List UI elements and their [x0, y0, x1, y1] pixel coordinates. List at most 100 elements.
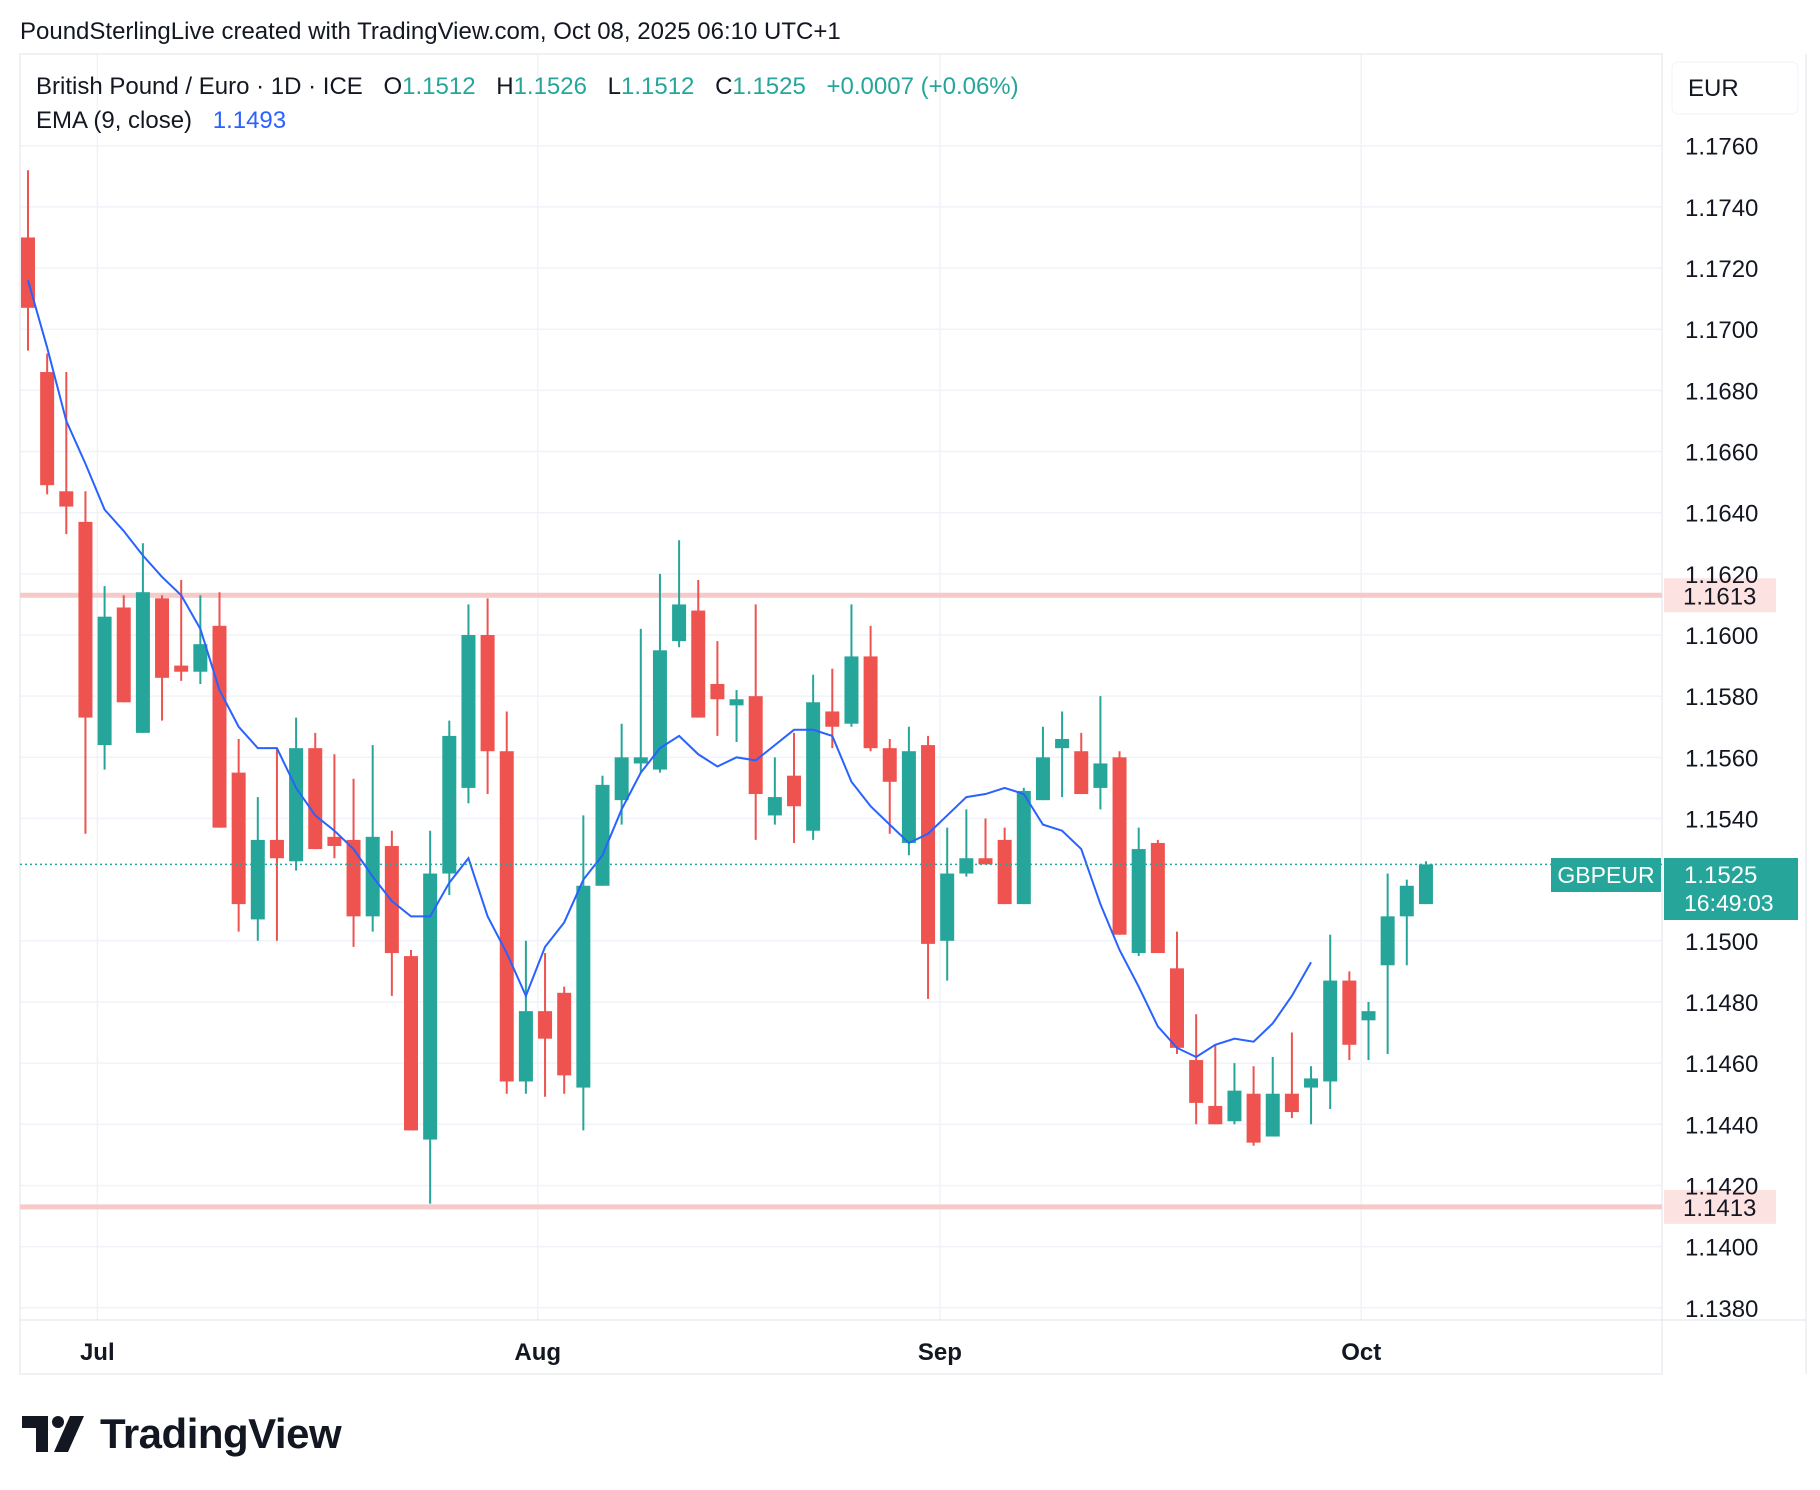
candle [595, 775, 610, 886]
candle-body [710, 683, 725, 700]
candle-body [538, 1011, 553, 1039]
candle-body [1189, 1060, 1204, 1103]
candle [997, 827, 1012, 905]
candle-body [1170, 968, 1184, 1048]
price-tick-label: 1.1760 [1685, 134, 1758, 161]
candle-body [97, 616, 112, 746]
horizontal-line-label: 1.1613 [1683, 583, 1756, 610]
candle [1074, 732, 1089, 795]
candle-body [1055, 738, 1070, 749]
candle [1170, 931, 1184, 1054]
candle [633, 628, 648, 773]
candle [78, 491, 93, 834]
open-value: 1.1512 [402, 73, 475, 100]
time-tick-label: Oct [1341, 1339, 1381, 1366]
candle [672, 540, 687, 648]
candle-body [767, 797, 782, 816]
time-tick-label: Aug [514, 1339, 561, 1366]
candle-body [174, 665, 189, 672]
candle [652, 573, 667, 773]
candle [844, 604, 859, 727]
candle-body [1304, 1078, 1319, 1088]
candle-body [1074, 751, 1089, 795]
candle-body [1246, 1093, 1261, 1143]
candle-body [40, 372, 55, 486]
ticker-label: GBPEUR [1557, 862, 1654, 888]
candle [384, 830, 399, 996]
legend-ohlc: British Pound / Euro · 1D · ICE O1.1512 … [36, 73, 1019, 100]
candle [59, 372, 74, 535]
candle [978, 818, 993, 865]
candle-body [748, 696, 763, 795]
candle [767, 757, 782, 825]
price-tick-label: 1.1500 [1685, 929, 1758, 956]
candle-body [595, 784, 610, 886]
candle [499, 711, 514, 1094]
price-tick-label: 1.1640 [1685, 501, 1758, 528]
candle-body [825, 711, 840, 727]
legend-ema[interactable]: EMA (9, close) 1.1493 [36, 107, 286, 134]
candle-body [1131, 849, 1146, 954]
price-tick-label: 1.1380 [1685, 1296, 1758, 1323]
candle-body [135, 592, 150, 733]
candle-body [959, 858, 974, 874]
candle-body [1035, 757, 1050, 801]
candle [135, 543, 150, 733]
plot-frame [19, 53, 1663, 1375]
price-tick-label: 1.1420 [1685, 1173, 1758, 1200]
candle [1323, 934, 1338, 1109]
candle [1284, 1032, 1299, 1119]
candle [940, 827, 955, 981]
candle-body [404, 956, 418, 1131]
candle [1055, 711, 1070, 798]
candle-body [978, 858, 993, 865]
price-tick-label: 1.1600 [1685, 623, 1758, 650]
candle [327, 754, 342, 859]
open-label: O [383, 73, 402, 100]
candle [1189, 1014, 1204, 1125]
symbol-title: British Pound / Euro · 1D · ICE [36, 73, 363, 100]
candle [212, 592, 227, 828]
candle [691, 579, 706, 718]
candle [1131, 827, 1146, 957]
candle-body [193, 644, 208, 672]
time-axis-labels: Jul Aug Sep Oct [80, 1339, 1381, 1366]
candle-body [806, 702, 821, 831]
candle-body [844, 656, 859, 724]
candle-body [1323, 980, 1338, 1082]
price-axis-labels: 1.1760 1.1740 1.1720 1.1700 1.1680 1.1660 1.16… [1685, 134, 1758, 1323]
candle-body [423, 873, 438, 1140]
candle [921, 735, 936, 999]
candle-body [480, 635, 495, 752]
candle [882, 738, 897, 834]
candle [1342, 971, 1357, 1061]
horizontal-line-tag [1664, 1189, 1776, 1224]
price-tick-label: 1.1740 [1685, 195, 1758, 222]
candle-body [442, 735, 457, 874]
price-tick-label: 1.1620 [1685, 562, 1758, 589]
price-tick-label: 1.1720 [1685, 256, 1758, 283]
tradingview-logo[interactable]: TradingView [22, 1410, 342, 1458]
candle-body [327, 836, 342, 847]
currency-button[interactable]: EUR [1671, 61, 1799, 115]
candle [250, 797, 265, 941]
candle-body [940, 873, 955, 941]
candle-body [1342, 980, 1357, 1045]
candle-body [1112, 757, 1127, 935]
candle [518, 940, 533, 1094]
candle-body [614, 757, 629, 801]
candle [193, 595, 208, 684]
candle [442, 720, 457, 895]
price-tick-label: 1.1460 [1685, 1051, 1758, 1078]
tradingview-logo-icon [22, 1416, 84, 1452]
horizontal-lines[interactable]: 1.1613 1.1413 [20, 578, 1776, 1224]
candle-body [231, 772, 246, 905]
grid-lines [20, 54, 1662, 1320]
low-label: L [608, 73, 621, 100]
candle-body [59, 491, 74, 507]
ema-value: 1.1493 [213, 107, 286, 134]
candle-body [289, 748, 304, 862]
candle [1093, 696, 1108, 810]
price-tick-label: 1.1440 [1685, 1112, 1758, 1139]
